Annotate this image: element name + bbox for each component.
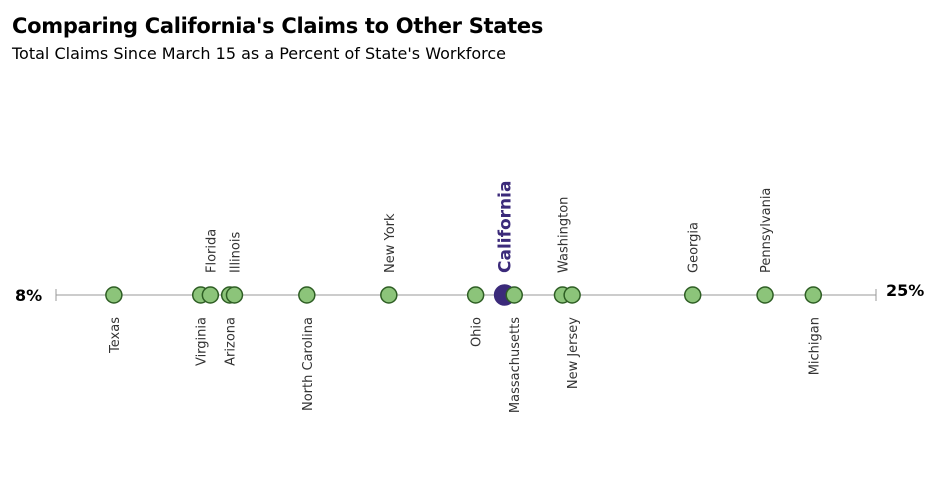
label-illinois: Illinois — [228, 232, 243, 273]
point-ohio — [466, 286, 485, 304]
point-new-jersey — [563, 286, 581, 304]
data-points — [105, 284, 823, 306]
point-texas — [105, 286, 123, 304]
label-arizona: Arizona — [224, 317, 239, 366]
label-texas: Texas — [108, 317, 123, 354]
label-pennsylvania: Pennsylvania — [759, 188, 774, 273]
label-massachusetts: Massachusetts — [508, 317, 523, 413]
label-north-carolina: North Carolina — [301, 317, 316, 411]
label-georgia: Georgia — [687, 222, 702, 273]
chart-subtitle: Total Claims Since March 15 as a Percent… — [12, 44, 506, 63]
point-florida — [201, 286, 220, 304]
state-labels: Texas Virginia Florida Arizona Illinois North… — [108, 181, 822, 414]
point-new-york — [380, 286, 398, 304]
label-california: California — [496, 181, 516, 273]
point-michigan — [804, 286, 823, 304]
chart-title: Comparing California's Claims to Other S… — [12, 14, 544, 38]
label-washington: Washington — [556, 197, 571, 273]
label-ohio: Ohio — [470, 317, 485, 347]
point-north-carolina — [298, 286, 316, 304]
label-new-jersey: New Jersey — [566, 317, 581, 389]
label-virginia: Virginia — [195, 317, 210, 366]
axis-max-label: 25% — [886, 281, 924, 300]
point-massachusetts — [505, 286, 523, 304]
label-michigan: Michigan — [807, 317, 822, 375]
point-pennsylvania — [756, 286, 774, 304]
point-georgia — [683, 286, 702, 304]
point-illinois — [225, 286, 244, 304]
label-new-york: New York — [383, 213, 398, 273]
axis-min-label: 8% — [15, 286, 42, 305]
label-florida: Florida — [204, 229, 219, 273]
